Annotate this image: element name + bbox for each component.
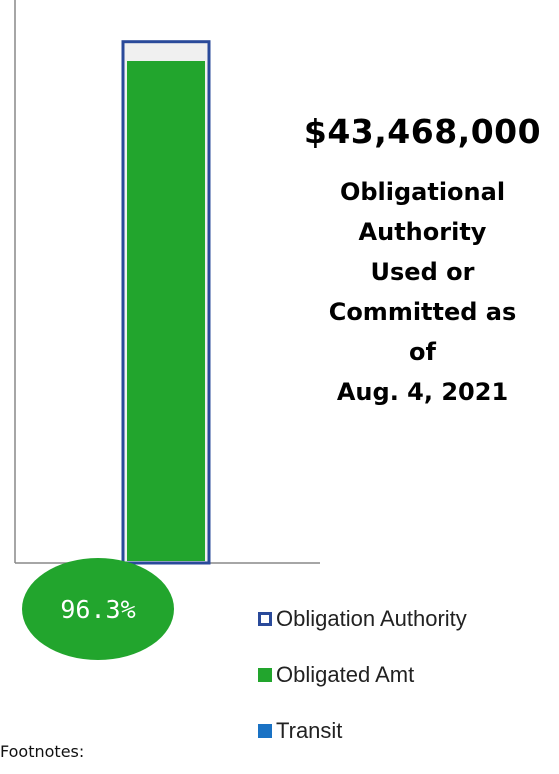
obligated-amt-swatch [258, 668, 272, 682]
legend-item-obligated-amt: Obligated Amt [258, 662, 467, 688]
legend: Obligation Authority Obligated Amt Trans… [258, 606, 467, 774]
legend-label: Obligated Amt [276, 662, 415, 687]
legend-label: Transit [276, 718, 343, 743]
caption-line: Aug. 4, 2021 [336, 378, 509, 406]
footnotes-label: Footnotes: [0, 742, 85, 761]
caption-line: Authority [358, 218, 487, 246]
legend-item-obligation-authority: Obligation Authority [258, 606, 467, 632]
percent-badge [22, 558, 174, 660]
caption-line: of [409, 338, 436, 366]
legend-item-transit: Transit [258, 718, 467, 744]
obligated-amt-bar [127, 60, 205, 561]
legend-label: Obligation Authority [276, 606, 467, 631]
caption-line: Obligational [339, 178, 506, 206]
obligation-authority-swatch [258, 612, 272, 626]
percent-label: 96.3% [60, 595, 135, 624]
obligation-caption: Obligational Authority Used or Committed… [290, 172, 555, 412]
caption-line: Committed as [328, 298, 517, 326]
caption-line: Used or [370, 258, 475, 286]
obligation-amount: $43,468,000 [303, 112, 542, 151]
transit-swatch [258, 724, 272, 738]
